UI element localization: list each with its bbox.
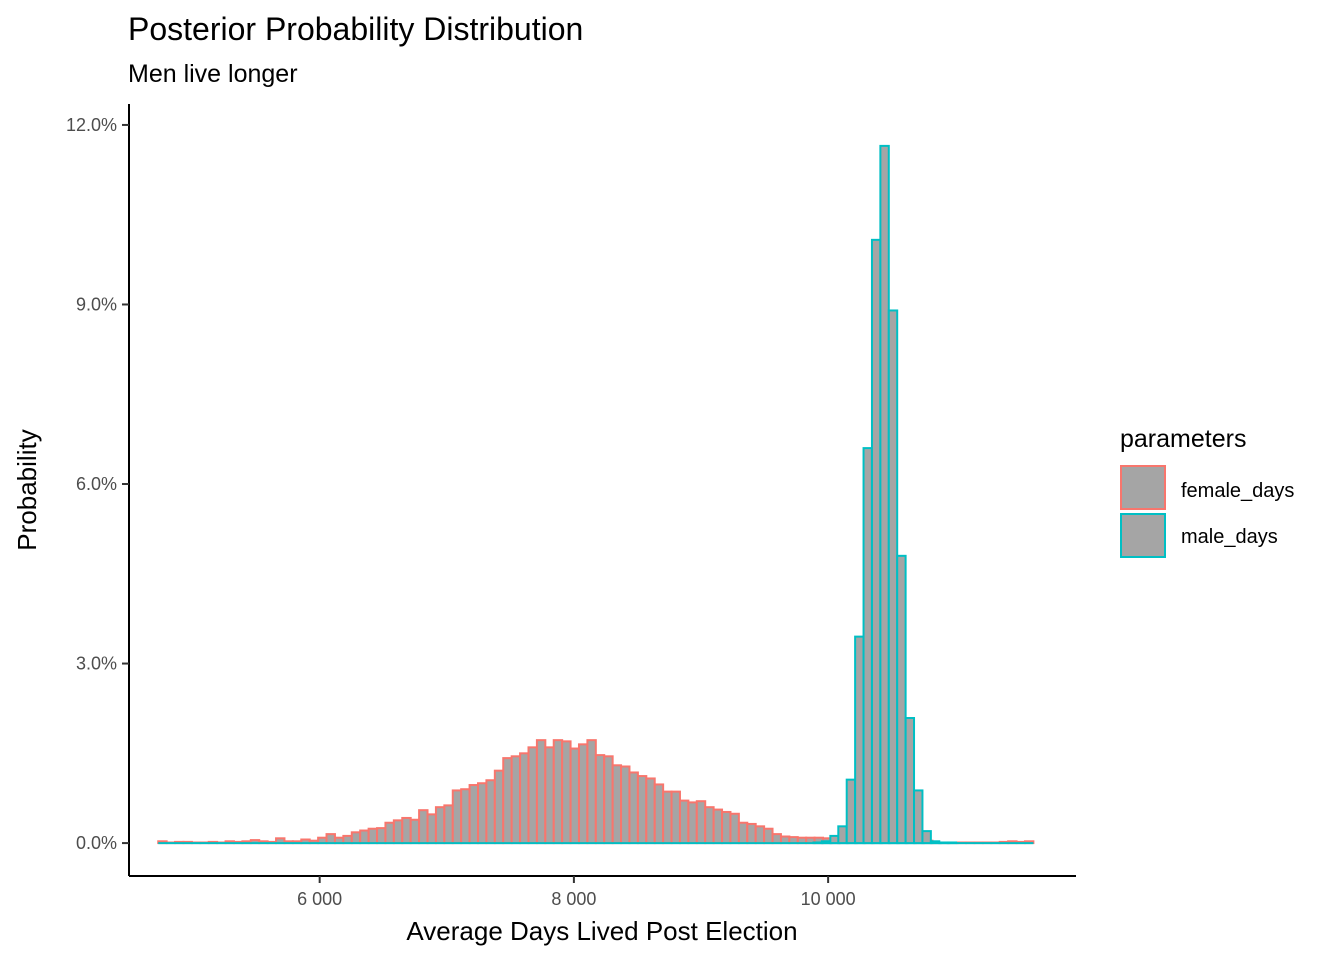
- female-bar: [485, 779, 496, 845]
- male-bar: [938, 841, 949, 845]
- y-tick-label: 9.0%: [76, 294, 117, 314]
- y-tick-label: 3.0%: [76, 654, 117, 674]
- legend-label-female: female_days: [1181, 480, 1294, 502]
- female-bar: [586, 739, 597, 845]
- female-bar: [468, 784, 480, 845]
- female-bar: [561, 740, 572, 845]
- female-bar: [712, 808, 724, 845]
- female-bar: [737, 821, 749, 845]
- female-bar: [594, 754, 606, 845]
- female-bar: [342, 834, 353, 845]
- female-bar: [544, 746, 555, 845]
- female-bar: [670, 790, 681, 845]
- female-bar: [384, 821, 395, 845]
- female-bar: [754, 825, 766, 845]
- male-bar: [921, 830, 932, 845]
- x-tick-label: 10 000: [801, 889, 856, 909]
- chart-subtitle: Men live longer: [128, 60, 298, 88]
- y-tick-label: 6.0%: [76, 474, 117, 494]
- female-bar: [325, 833, 336, 845]
- female-bar: [359, 829, 370, 845]
- chart-title: Posterior Probability Distribution: [128, 11, 583, 47]
- female-bar: [611, 764, 623, 845]
- female-bar: [678, 799, 690, 845]
- female-bar: [746, 822, 757, 845]
- legend-key-male: [1120, 513, 1166, 558]
- female-bar: [687, 801, 698, 845]
- female-bar: [477, 782, 488, 845]
- male-bar: [913, 789, 924, 845]
- female-bar: [636, 775, 648, 845]
- female-bar: [510, 755, 522, 845]
- male-bar: [896, 554, 907, 845]
- male-bar: [820, 840, 832, 845]
- female-bar: [401, 816, 412, 845]
- female-bar: [409, 818, 421, 845]
- x-axis-title: Average Days Lived Post Election: [406, 916, 797, 946]
- female-bar: [350, 831, 362, 845]
- legend: parameters female_days male_days: [1120, 425, 1294, 558]
- female-bar: [451, 789, 463, 845]
- legend-key-female: [1120, 465, 1166, 510]
- female-bar: [704, 806, 715, 845]
- x-tick-label: 6 000: [297, 889, 342, 909]
- female-bar: [426, 813, 437, 845]
- male-bar: [904, 717, 916, 845]
- male-bar: [837, 825, 848, 845]
- female-bar: [502, 757, 513, 845]
- female-bar: [763, 827, 774, 845]
- female-bar: [519, 752, 530, 845]
- male-bar: [812, 841, 823, 845]
- male-bar: [946, 841, 958, 845]
- legend-label-male: male_days: [1181, 526, 1278, 548]
- female-bar: [662, 790, 673, 845]
- male-bar: [862, 447, 873, 845]
- female-bar: [434, 806, 446, 845]
- female-bar: [535, 739, 547, 845]
- female-bar: [367, 827, 379, 845]
- female-bar: [418, 809, 429, 845]
- x-axis-ticks: 6 000 8 000 10 000: [297, 876, 856, 909]
- female-bar: [577, 743, 589, 845]
- male-bar: [887, 309, 899, 845]
- male-bar: [870, 238, 882, 845]
- female-bar: [645, 777, 656, 845]
- x-tick-label: 8 000: [551, 889, 596, 909]
- female-bar: [527, 746, 538, 845]
- female-bar: [721, 810, 732, 845]
- female-bar: [569, 747, 580, 845]
- female-bar: [392, 819, 404, 845]
- male-bar: [854, 635, 865, 845]
- female-bar: [552, 739, 564, 845]
- female-bar: [771, 833, 782, 845]
- female-bar: [493, 769, 505, 845]
- female-bar: [460, 788, 471, 845]
- male-bar: [845, 778, 857, 845]
- female-bar: [620, 765, 631, 845]
- legend-title: parameters: [1120, 425, 1246, 453]
- y-axis-title: Probability: [12, 429, 42, 550]
- female-bar: [443, 804, 454, 845]
- male-bar: [879, 144, 890, 845]
- y-axis-ticks: 0.0% 3.0% 6.0% 9.0% 12.0%: [66, 115, 129, 853]
- female-bar: [653, 783, 665, 845]
- female-bar: [603, 755, 614, 845]
- female-bar: [695, 800, 707, 845]
- female-bar: [628, 771, 639, 845]
- y-tick-label: 0.0%: [76, 833, 117, 853]
- female-bar: [376, 827, 387, 845]
- male-bar: [929, 840, 941, 845]
- male-series-bars: [158, 144, 1034, 845]
- y-tick-label: 12.0%: [66, 115, 117, 135]
- female-bar: [729, 812, 740, 845]
